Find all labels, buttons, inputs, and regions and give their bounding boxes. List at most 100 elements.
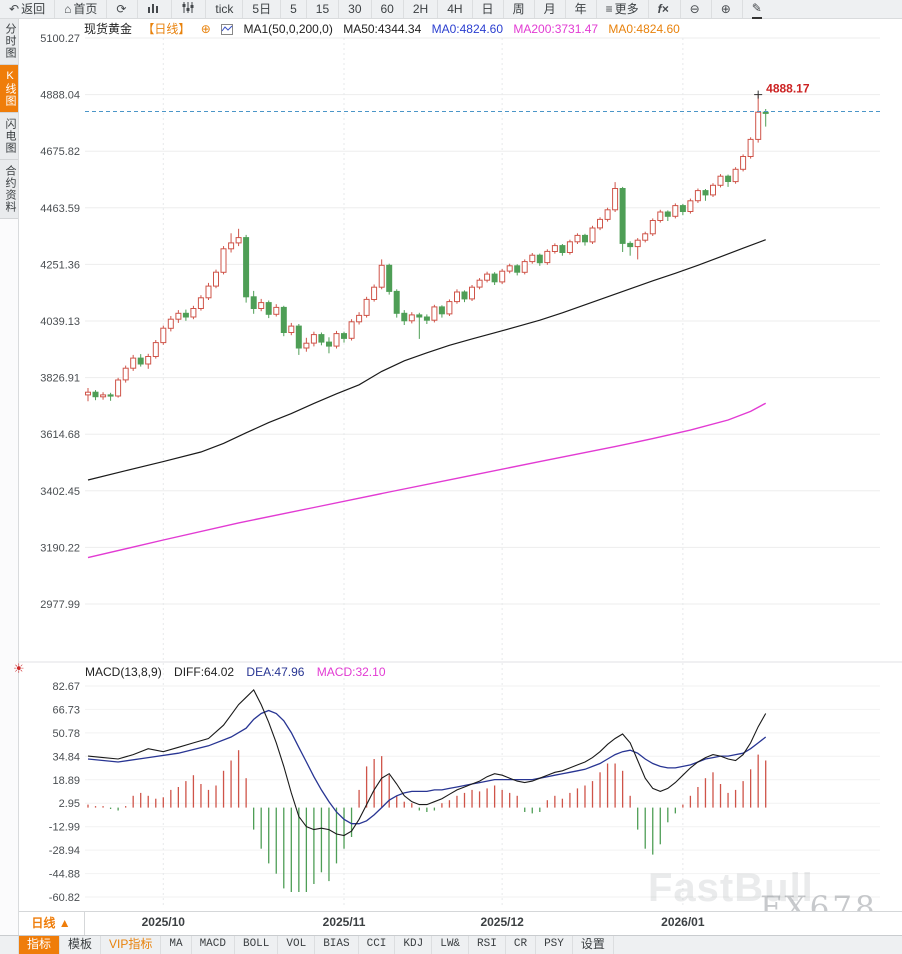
home-icon: ⌂ [64,1,72,16]
ma0-orange-value: MA0:4824.60 [608,22,680,36]
svg-text:-60.82: -60.82 [49,892,80,904]
period-selector[interactable]: 日线 ▲ [18,912,85,935]
svg-text:34.84: 34.84 [52,751,80,763]
period-30-button[interactable]: 30 [339,0,372,18]
indicator-tab-KDJ[interactable]: KDJ [395,936,433,954]
x-axis-label: 2025/10 [141,915,185,929]
bar-chart-button[interactable] [138,0,173,18]
svg-text:3190.22: 3190.22 [40,542,80,554]
svg-text:2.95: 2.95 [59,798,80,810]
sidebar-tab-分时图[interactable]: 分时图 [0,18,18,65]
indicator-tab-指标[interactable]: 指标 [19,936,61,954]
sliders-button[interactable] [172,0,207,18]
svg-text:66.73: 66.73 [52,704,80,716]
add-indicator-icon[interactable]: ⊕ [200,22,211,36]
period-15-button[interactable]: 15 [307,0,340,18]
svg-text:4039.13: 4039.13 [40,316,80,328]
svg-text:4463.59: 4463.59 [40,203,80,215]
diff-value: DIFF:64.02 [174,665,235,679]
indicator-tab-PSY[interactable]: PSY [536,936,573,954]
period-日-button[interactable]: 日 [473,0,504,18]
menu-icon: ≡ [605,1,613,16]
period-月-button[interactable]: 月 [535,0,566,18]
period-4H-button[interactable]: 4H [438,0,473,18]
refresh-button[interactable]: ⟳ [107,0,139,18]
sliders-icon [181,1,194,18]
zoom-in-button[interactable]: ⊕ [712,0,743,18]
sidebar-tab-合约资料[interactable]: 合约资料 [0,160,18,219]
ma50-value: MA50:4344.34 [343,22,422,36]
indicator-tab-RSI[interactable]: RSI [469,936,506,954]
home-button[interactable]: ⌂ 首页 [55,0,108,18]
time-axis: 日线 ▲ 2025/10 2025/11 2025/12 2026/01 [0,911,902,936]
indicator-tab-BOLL[interactable]: BOLL [235,936,279,954]
indicator-tab-BIAS[interactable]: BIAS [315,936,359,954]
indicator-tab-CR[interactable]: CR [506,936,537,954]
left-sidebar: 分时图 K线图 闪电图 合约资料 [0,18,19,935]
pencil-button[interactable]: ✎ [743,0,773,19]
fx-icon: f× [657,1,669,16]
chart-legend: 现货黄金 【日线】 ⊕ MA1(50,0,200,0) MA50:4344.34… [84,20,687,38]
period-60-button[interactable]: 60 [372,0,404,18]
period-2H-button[interactable]: 2H [404,0,439,18]
svg-text:4888.17: 4888.17 [766,82,810,96]
svg-text:5100.27: 5100.27 [40,33,80,45]
svg-text:82.67: 82.67 [52,681,80,693]
refresh-icon: ⟳ [116,1,127,16]
macd-title: MACD(13,8,9) [85,665,162,679]
menu-button[interactable]: ≡ 更多 [597,0,649,18]
zoom-out-button[interactable]: ⊖ [681,0,712,18]
fx-button[interactable]: f× [649,0,681,18]
period-5-button[interactable]: 5 [281,0,307,18]
period-周-button[interactable]: 周 [504,0,535,18]
back-arrow-icon: ↶ [9,1,20,16]
svg-text:4675.82: 4675.82 [40,146,80,158]
svg-text:4251.36: 4251.36 [40,259,80,271]
indicator-tab-CCI[interactable]: CCI [359,936,396,954]
chart-type-tabs: 分时图 K线图 闪电图 合约资料 [0,18,18,219]
sidebar-tab-K线图[interactable]: K线图 [0,65,18,113]
ma-settings: MA1(50,0,200,0) [243,22,333,36]
svg-text:3826.91: 3826.91 [40,373,80,385]
x-axis-label: 2026/01 [661,915,705,929]
svg-text:18.89: 18.89 [52,775,80,787]
x-axis-label: 2025/11 [322,915,366,929]
sidebar-tab-闪电图[interactable]: 闪电图 [0,113,18,160]
pencil-icon: ✎ [751,0,762,19]
indicator-tab-MA[interactable]: MA [161,936,192,954]
toolbar-spacer [0,936,19,954]
indicator-settings-icon[interactable]: ☀ [13,661,25,676]
back-arrow-button[interactable]: ↶ 返回 [0,0,56,18]
symbol-name: 现货黄金 [84,22,133,36]
ma-overlay-icon[interactable] [221,24,234,38]
macd-value: MACD:32.10 [316,665,386,679]
indicator-tab-LW&[interactable]: LW& [432,936,470,954]
indicator-tab-设置[interactable]: 设置 [573,936,614,954]
x-axis-label: 2025/12 [480,915,524,929]
svg-text:-12.99: -12.99 [49,822,80,834]
svg-text:4888.04: 4888.04 [40,90,80,102]
indicator-tab-MACD[interactable]: MACD [192,936,235,954]
period-tick-button[interactable]: tick [206,0,244,18]
bar-chart-icon [147,1,160,18]
period-年-button[interactable]: 年 [566,0,597,18]
zoom-in-icon: ⊕ [720,1,731,16]
indicator-tab-VIP指标[interactable]: VIP指标 [101,936,162,954]
svg-text:-44.88: -44.88 [49,869,80,881]
indicator-tab-模板[interactable]: 模板 [60,936,102,954]
period-label: 【日线】 [142,22,191,36]
svg-text:3614.68: 3614.68 [40,429,80,441]
candlestick-chart[interactable]: 5100.27 4888.04 4675.82 4463.59 4251.36 4039.… [0,18,902,911]
period-5日-button[interactable]: 5日 [243,0,282,18]
svg-text:3402.45: 3402.45 [40,486,80,498]
ma200-value: MA200:3731.47 [513,22,599,36]
svg-text:2977.99: 2977.99 [40,599,80,611]
zoom-out-icon: ⊖ [689,1,700,16]
svg-text:50.78: 50.78 [52,728,80,740]
top-toolbar: ↶ 返回 ⌂ 首页 ⟳ tick 5日 5 15 30 60 2H 4H 日周月年 ≡ 更多 f× ⊖ ⊕ ✎ [0,0,902,19]
fastbull-watermark: FastBull [648,866,814,910]
ma0-blue-value: MA0:4824.60 [431,22,503,36]
indicator-toolbar: 指标 模板 VIP指标 MA MACD BOLL VOL BIAS CCI KDJ LW& RSI CR… [0,935,902,954]
svg-text:-28.94: -28.94 [49,845,80,857]
indicator-tab-VOL[interactable]: VOL [278,936,316,954]
